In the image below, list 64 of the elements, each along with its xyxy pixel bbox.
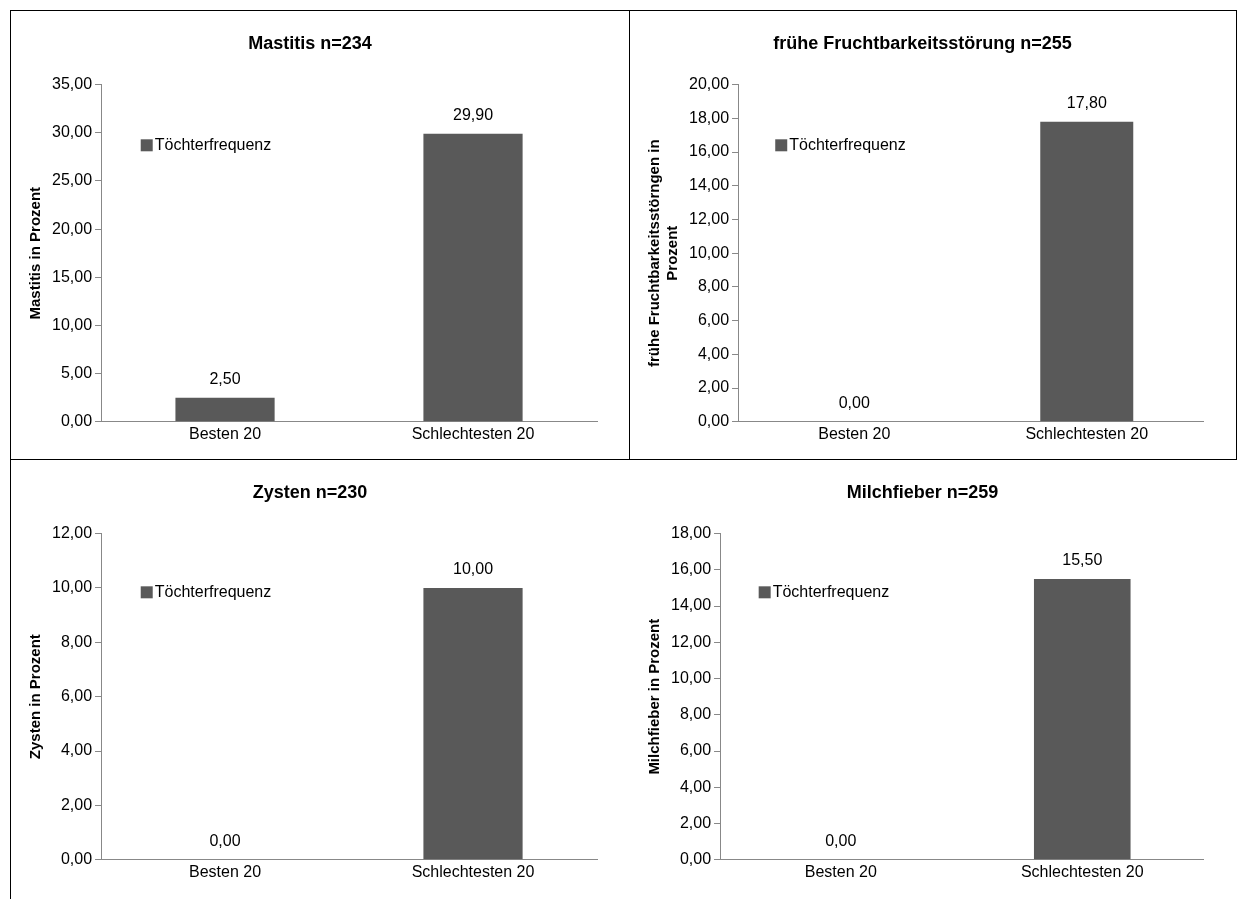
y-tick-label: 16,00 xyxy=(688,142,730,160)
legend-label: Töchterfrequenz xyxy=(789,135,906,153)
y-tick-label: 35,00 xyxy=(51,75,93,93)
y-tick-label: 25,00 xyxy=(51,171,93,189)
y-tick-label: 2,00 xyxy=(60,795,93,813)
data-label: 0,00 xyxy=(209,832,241,850)
y-tick-label: 12,00 xyxy=(688,209,730,227)
data-label: 0,00 xyxy=(825,832,857,850)
y-tick-label: 0,00 xyxy=(697,412,730,430)
data-label: 15,50 xyxy=(1062,551,1103,569)
y-tick-label: 18,00 xyxy=(670,524,712,542)
x-tick-label: Besten 20 xyxy=(818,424,891,442)
chart-title: frühe Fruchtbarkeitsstörung n=255 xyxy=(773,32,1072,53)
x-tick-label: Schlechtesten 20 xyxy=(1020,862,1144,880)
legend-label: Töchterfrequenz xyxy=(154,582,272,600)
chart-title: Zysten n=230 xyxy=(252,481,368,502)
y-tick-label: 20,00 xyxy=(688,75,730,93)
y-tick-label: 0,00 xyxy=(679,850,712,868)
y-tick-label: 16,00 xyxy=(670,560,712,578)
data-label: 17,80 xyxy=(1066,94,1107,112)
y-tick-label: 8,00 xyxy=(60,632,93,650)
legend-label: Töchterfrequenz xyxy=(772,582,890,600)
y-tick-label: 12,00 xyxy=(670,632,712,650)
x-tick-label: Besten 20 xyxy=(804,862,877,880)
y-tick-label: 20,00 xyxy=(51,219,93,237)
y-tick-label: 6,00 xyxy=(679,741,712,759)
y-tick-label: 14,00 xyxy=(670,596,712,614)
y-tick-label: 2,00 xyxy=(697,378,730,396)
y-tick-label: 6,00 xyxy=(697,311,730,329)
data-label: 29,90 xyxy=(452,106,494,124)
y-tick-label: 18,00 xyxy=(688,108,730,126)
y-tick-label: 2,00 xyxy=(679,813,712,831)
y-tick-label: 4,00 xyxy=(697,344,730,362)
y-tick-label: 0,00 xyxy=(60,850,93,868)
legend-label: Töchterfrequenz xyxy=(154,135,272,153)
y-tick-label: 10,00 xyxy=(670,668,712,686)
y-tick-label: 14,00 xyxy=(688,176,730,194)
x-tick-label: Besten 20 xyxy=(189,862,262,880)
x-tick-label: Schlechtesten 20 xyxy=(411,424,535,442)
y-tick-label: 5,00 xyxy=(60,364,93,382)
chart-title: Mastitis n=234 xyxy=(248,32,372,53)
y-tick-label: 4,00 xyxy=(679,777,712,795)
y-tick-label: 10,00 xyxy=(51,578,93,596)
y-tick-label: 0,00 xyxy=(60,412,93,430)
y-tick-label: 6,00 xyxy=(60,687,93,705)
data-label: 2,50 xyxy=(209,370,241,388)
x-tick-label: Besten 20 xyxy=(189,424,262,442)
y-axis-title: frühe Fruchtbarkeitsstörngen in Prozent xyxy=(645,139,681,367)
y-tick-label: 15,00 xyxy=(51,267,93,285)
y-tick-label: 12,00 xyxy=(51,524,93,542)
x-tick-label: Schlechtesten 20 xyxy=(1025,424,1149,442)
chart-title: Milchfieber n=259 xyxy=(846,481,999,502)
y-tick-label: 8,00 xyxy=(697,277,730,295)
y-tick-label: 30,00 xyxy=(51,123,93,141)
y-axis-title: Milchfieber in Prozent xyxy=(645,618,663,775)
y-tick-label: 8,00 xyxy=(679,705,712,723)
y-tick-label: 4,00 xyxy=(60,741,93,759)
y-axis-title: Mastitis in Prozent xyxy=(26,186,44,320)
data-label: 0,00 xyxy=(838,394,870,412)
y-axis-title: Zysten in Prozent xyxy=(26,634,44,760)
x-tick-label: Schlechtesten 20 xyxy=(411,862,535,880)
y-tick-label: 10,00 xyxy=(688,243,730,261)
y-tick-label: 10,00 xyxy=(51,315,93,333)
data-label: 10,00 xyxy=(452,560,494,578)
